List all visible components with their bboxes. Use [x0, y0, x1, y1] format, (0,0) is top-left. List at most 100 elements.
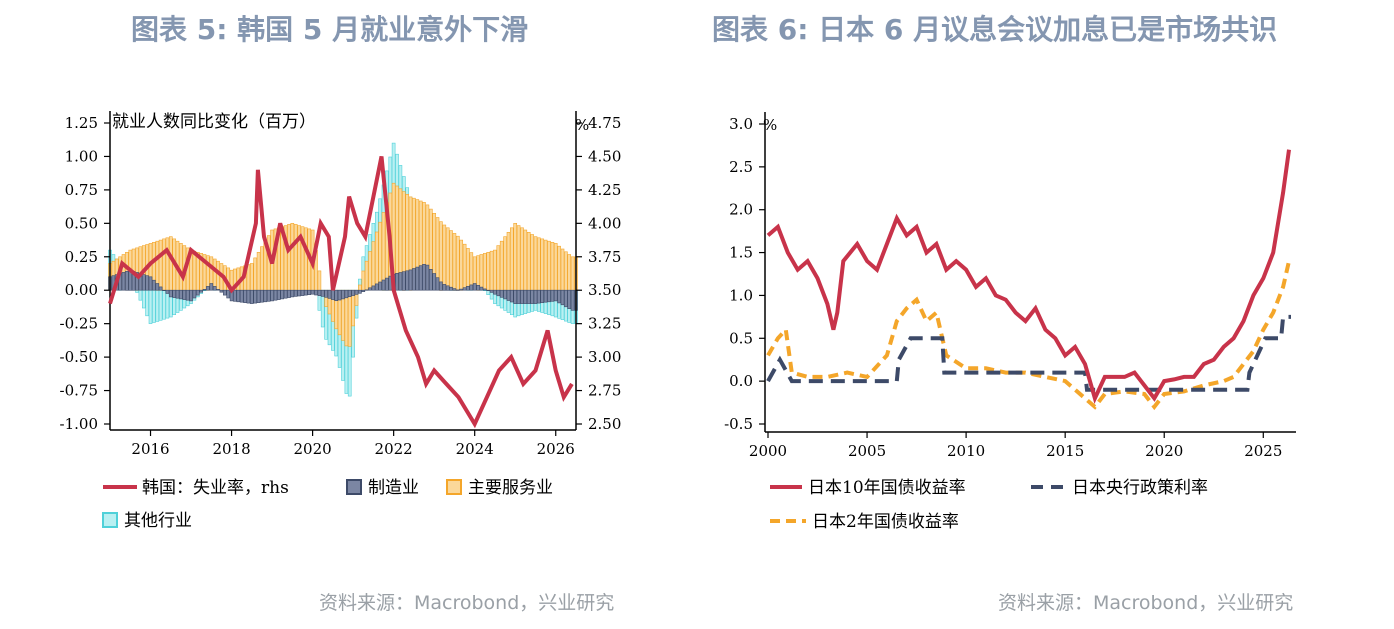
manufacturing-bar: [449, 286, 453, 291]
services-bar: [260, 246, 264, 291]
y-right-tick-label: 2.75: [588, 382, 621, 400]
x-tick-label: 2024: [456, 440, 494, 458]
services-bar: [155, 240, 160, 291]
manufacturing-bar: [233, 289, 237, 302]
services-bar: [486, 252, 491, 291]
services-bar: [469, 252, 474, 291]
boj-policy-rate-line: [766, 314, 1291, 392]
services-bar: [449, 230, 453, 291]
other-industries-bar: [148, 289, 153, 324]
jgb-10y-line: [766, 149, 1291, 405]
y-left-tick-label: 0.50: [65, 214, 98, 232]
x-tick-label: 2018: [212, 440, 250, 458]
services-bar: [560, 248, 565, 291]
services-bar: [445, 227, 450, 291]
services-bar: [557, 245, 561, 291]
right-axes: 3.0 2.5 2.0 1.5 1.0 0.5 0.0 -0.5 2000 2005 2010 201…: [724, 112, 1296, 460]
services-bar: [462, 243, 467, 291]
manufacturing-bar: [493, 289, 497, 295]
services-bar: [455, 235, 460, 291]
y-tick-label: 2.5: [729, 158, 753, 176]
manufacturing-bar: [260, 289, 264, 303]
services-bar: [482, 253, 487, 291]
y-tick-label: -0.5: [724, 415, 753, 433]
services-bar: [503, 236, 507, 291]
services-bar: [253, 257, 258, 291]
services-bar: [533, 236, 538, 291]
services-bar: [479, 254, 484, 291]
y-tick-label: 0.0: [729, 372, 753, 390]
manufacturing-bar: [526, 289, 531, 304]
right-chart-ylabel: %: [763, 116, 777, 134]
left-ylabel: 就业人数同比变化（百万）: [112, 112, 316, 132]
manufacturing-bar: [206, 286, 210, 291]
y-right-tick-label: 4.00: [588, 214, 621, 232]
manufacturing-bar: [455, 289, 460, 291]
services-bar: [442, 224, 447, 291]
manufacturing-bar: [503, 289, 507, 300]
manufacturing-bar: [479, 286, 484, 291]
manufacturing-bar: [196, 289, 200, 296]
manufacturing-bar: [381, 279, 386, 291]
manufacturing-bar: [263, 289, 268, 303]
legend-swatch-other: [102, 512, 118, 528]
manufacturing-bar: [385, 277, 389, 291]
manufacturing-bar: [135, 272, 139, 291]
services-bar: [530, 234, 534, 291]
services-bar: [452, 233, 457, 291]
y-tick-label: 0.5: [729, 329, 753, 347]
y-right-tick-label: 3.25: [588, 315, 621, 333]
x-tick-label: 2016: [131, 440, 169, 458]
manufacturing-bar: [354, 289, 359, 295]
manufacturing-bar: [327, 289, 332, 299]
manufacturing-bar: [358, 289, 362, 294]
services-bar: [540, 238, 545, 291]
manufacturing-bar: [310, 289, 315, 295]
y-right-tick-label: 3.75: [588, 248, 621, 266]
manufacturing-bar: [550, 289, 555, 302]
manufacturing-bar: [152, 279, 156, 291]
x-tick-label: 2000: [749, 442, 787, 460]
jgb-2y-line: [766, 260, 1291, 411]
manufacturing-bar: [486, 289, 491, 291]
manufacturing-bar: [246, 289, 251, 304]
manufacturing-bar: [459, 288, 464, 291]
manufacturing-bar: [172, 289, 177, 298]
services-bar: [459, 239, 464, 291]
services-bar: [293, 224, 298, 291]
manufacturing-bar: [364, 289, 369, 291]
other-industries-bar: [138, 289, 143, 301]
manufacturing-bar: [341, 289, 345, 300]
manufacturing-bar: [412, 268, 416, 291]
manufacturing-bar: [425, 264, 430, 291]
services-bar: [523, 229, 528, 291]
services-bar: [567, 254, 572, 291]
services-bar: [378, 221, 382, 291]
manufacturing-bar: [158, 286, 163, 291]
manufacturing-bar: [209, 283, 214, 291]
other-industries-bar: [142, 289, 146, 309]
services-bar: [439, 221, 443, 291]
manufacturing-bar: [428, 269, 433, 291]
services-bar: [513, 223, 518, 291]
manufacturing-bar: [499, 289, 504, 298]
manufacturing-bar: [314, 289, 318, 296]
manufacturing-bar: [560, 289, 565, 306]
manufacturing-bar: [276, 289, 281, 300]
manufacturing-bar: [374, 283, 379, 291]
y-tick-label: 2.0: [729, 201, 753, 219]
other-industries-bar: [162, 289, 166, 320]
manufacturing-bar: [415, 266, 420, 291]
manufacturing-bar: [155, 283, 160, 291]
manufacturing-bar: [344, 289, 349, 299]
manufacturing-bar: [405, 270, 410, 291]
other-industries-bar: [145, 289, 149, 317]
manufacturing-bar: [303, 289, 308, 296]
y-left-tick-label: 0.75: [65, 181, 98, 199]
manufacturing-bar: [185, 289, 190, 301]
services-bar: [192, 250, 197, 291]
manufacturing-bar: [145, 275, 149, 291]
manufacturing-bar: [219, 289, 224, 293]
manufacturing-bar: [540, 289, 545, 303]
